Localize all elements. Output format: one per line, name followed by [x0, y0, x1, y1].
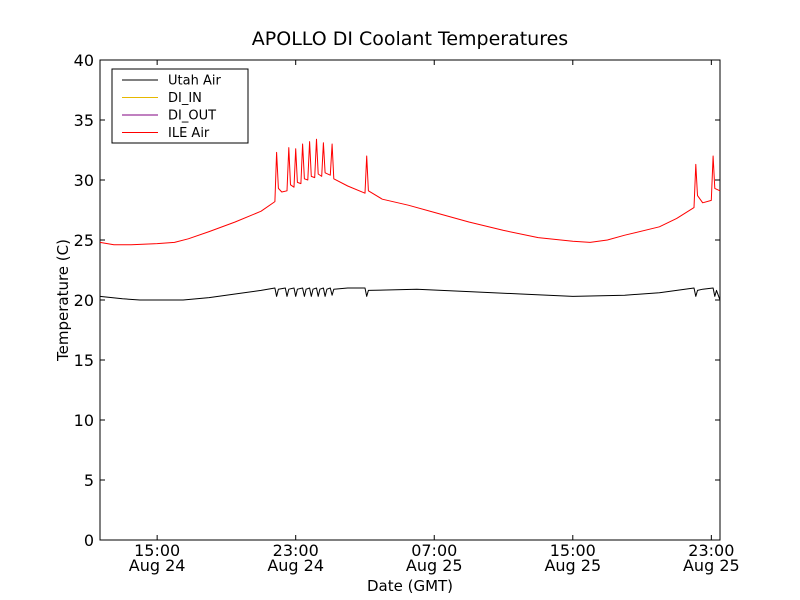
- x-tick-date-label: Aug 25: [406, 556, 463, 575]
- y-axis: 0 5 10 15 20 25 30 35 40: [74, 51, 720, 550]
- x-tick-time-label: 07:00: [411, 541, 457, 560]
- series-lines: [99, 138, 721, 301]
- y-tick-label: 5: [84, 471, 94, 490]
- x-tick-date-label: Aug 24: [267, 556, 324, 575]
- chart-title: APOLLO DI Coolant Temperatures: [252, 28, 568, 50]
- legend-label-di-out: DI_OUT: [168, 109, 216, 124]
- y-tick-label: 25: [74, 231, 94, 250]
- y-tick-label: 15: [74, 351, 94, 370]
- series-line-ile-air: [99, 138, 721, 246]
- y-axis-title: Temperature (C): [54, 239, 72, 362]
- y-tick-label: 20: [74, 291, 94, 310]
- y-tick-label: 10: [74, 411, 94, 430]
- x-tick-time-label: 23:00: [688, 541, 734, 560]
- x-tick-time-label: 23:00: [273, 541, 319, 560]
- x-tick-date-label: Aug 24: [129, 556, 186, 575]
- x-tick-date-label: Aug 25: [683, 556, 740, 575]
- x-axis-title: Date (GMT): [367, 577, 453, 595]
- y-tick-label: 35: [74, 111, 94, 130]
- x-tick-date-label: Aug 25: [544, 556, 601, 575]
- legend-label-di-in: DI_IN: [168, 91, 202, 106]
- legend-label-utah-air: Utah Air: [168, 74, 221, 89]
- x-tick-time-label: 15:00: [134, 541, 180, 560]
- legend: Utah Air DI_IN DI_OUT ILE Air: [111, 68, 249, 144]
- series-line-utah-air: [99, 287, 721, 301]
- legend-label-ile-air: ILE Air: [168, 126, 210, 141]
- y-tick-label: 30: [74, 171, 94, 190]
- x-tick-time-label: 15:00: [550, 541, 596, 560]
- y-tick-label: 0: [84, 531, 94, 550]
- y-tick-label: 40: [74, 51, 94, 70]
- legend-box: [111, 68, 249, 144]
